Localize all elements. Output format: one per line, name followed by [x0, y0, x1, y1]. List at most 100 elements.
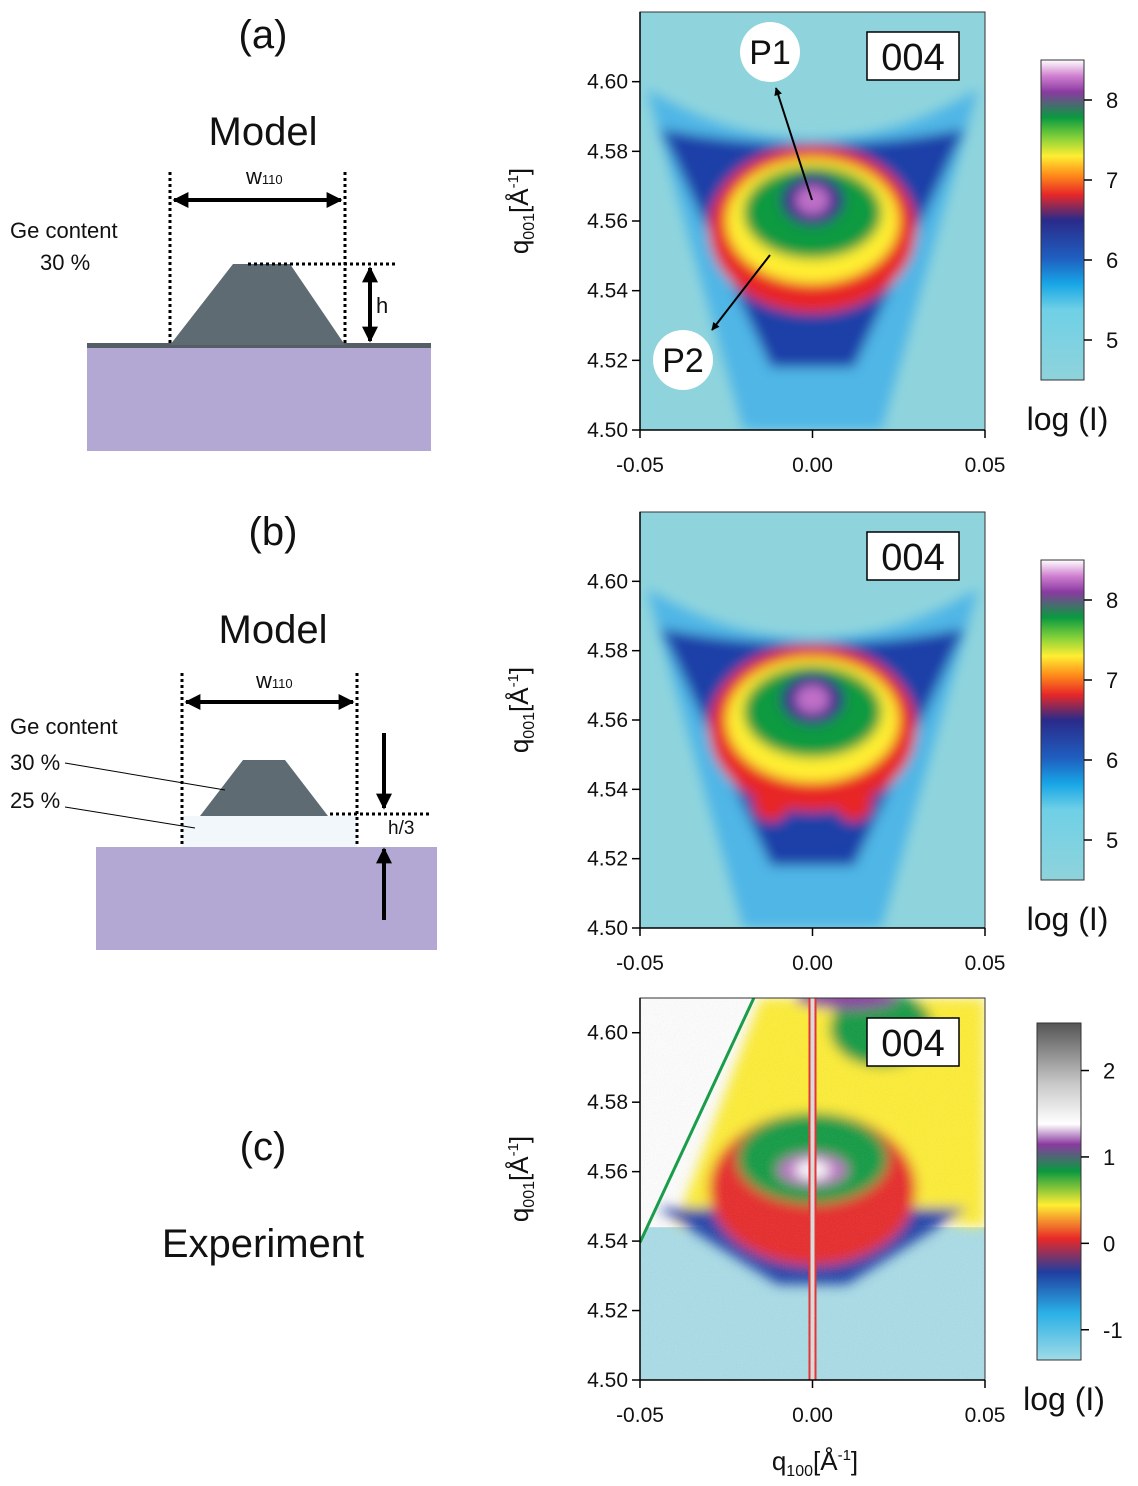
axis-label-part: -1 [838, 1447, 851, 1464]
ge-label: Ge content [10, 714, 118, 739]
tag: 004 [881, 37, 944, 79]
tag: 004 [881, 1023, 944, 1065]
y-axis-label: q001[Å-1] [504, 667, 538, 753]
axis-label-part: -1 [505, 175, 522, 188]
height-label: h [376, 293, 388, 318]
axis-label-part: 001 [521, 1181, 538, 1208]
annotation: P2 [662, 342, 704, 380]
axis-label-part: [Å [813, 1446, 838, 1476]
y-tick-label: 4.52 [587, 1300, 628, 1323]
diagram-title: Model [209, 110, 318, 154]
width-sub: 110 [272, 676, 293, 691]
blob [795, 185, 830, 214]
axis-label-part: ] [504, 1136, 534, 1143]
axis-label-part: ] [851, 1446, 858, 1476]
y-tick-label: 4.60 [587, 71, 628, 94]
x-tick-label: 0.00 [792, 952, 833, 975]
width-base: w [255, 668, 272, 693]
y-tick-label: 4.52 [587, 349, 628, 372]
leader [65, 763, 225, 790]
width-label: w110 [255, 668, 293, 693]
diagram-a: (a) Model w110 Ge content 30 % h [10, 13, 431, 451]
colorbar [1041, 560, 1084, 880]
layer-25 [182, 816, 357, 847]
panel-label: (a) [239, 13, 288, 57]
annotation: P1 [749, 34, 791, 72]
x-tick-label: 0.05 [965, 952, 1006, 975]
x-tick-label: 0.05 [965, 454, 1006, 477]
axis-label-part: [Å [504, 1156, 534, 1181]
diagram-title: Model [219, 608, 328, 652]
colorbar-tick-label: 2 [1103, 1059, 1115, 1084]
colorbar-tick-label: 7 [1106, 168, 1118, 193]
colorbar-label: log (I) [1027, 401, 1109, 437]
axis-label-part: [Å [504, 188, 534, 213]
colorbar-tick-label: 1 [1103, 1145, 1115, 1170]
axis-label-part: q [504, 739, 534, 753]
island [200, 760, 328, 816]
colorbar [1041, 60, 1084, 380]
axis-label-part: -1 [505, 674, 522, 687]
axis-label-part: 100 [786, 1463, 813, 1480]
colorbar-tick-label: 0 [1103, 1231, 1115, 1256]
y-tick-label: 4.54 [587, 1230, 628, 1253]
y-tick-label: 4.56 [587, 210, 628, 233]
diagram-title: Experiment [162, 1222, 364, 1266]
ge-label: Ge content [10, 218, 118, 243]
axis-label-part: q [504, 1208, 534, 1222]
panel-label: (c) [240, 1125, 287, 1169]
colorbar-tick-label: 8 [1106, 588, 1118, 613]
blob [795, 685, 830, 714]
y-tick-label: 4.50 [587, 917, 628, 940]
y-tick-label: 4.56 [587, 1161, 628, 1184]
y-axis-label: q001[Å-1] [504, 168, 538, 254]
y-tick-label: 4.58 [587, 640, 628, 663]
colorbar-tick-label: -1 [1103, 1318, 1123, 1343]
axis-label-part: [Å [504, 687, 534, 712]
width-label: w110 [245, 164, 283, 189]
colorbar-tick-label: 6 [1106, 748, 1118, 773]
x-tick-label: -0.05 [616, 952, 664, 975]
x-tick-label: -0.05 [616, 1404, 664, 1427]
axis-label-part: 001 [521, 213, 538, 240]
colorbar-tick-label: 5 [1106, 328, 1118, 353]
y-tick-label: 4.60 [587, 1022, 628, 1045]
axis-label-part: q [504, 240, 534, 254]
y-axis-label: q001[Å-1] [504, 1136, 538, 1222]
y-tick-label: 4.54 [587, 280, 628, 303]
content-label: 30 % [10, 750, 60, 775]
x-tick-label: 0.00 [792, 1404, 833, 1427]
y-tick-label: 4.56 [587, 709, 628, 732]
colorbar-label: log (I) [1023, 1381, 1105, 1417]
axis-label-part: q [772, 1446, 786, 1476]
content-label: 30 % [40, 250, 90, 275]
panel-label: (b) [249, 510, 298, 554]
y-tick-label: 4.58 [587, 1091, 628, 1114]
width-base: w [245, 164, 262, 189]
colorbar-tick-label: 7 [1106, 668, 1118, 693]
colorbar [1037, 1023, 1081, 1360]
substrate [87, 345, 431, 451]
y-tick-label: 4.52 [587, 848, 628, 871]
y-tick-label: 4.54 [587, 778, 628, 801]
x-tick-label: -0.05 [616, 454, 664, 477]
diagram-c: (c) Experiment [162, 1125, 364, 1266]
blob [836, 785, 872, 821]
axis-label-part: ] [504, 168, 534, 175]
y-tick-label: 4.58 [587, 140, 628, 163]
plot: 4.504.524.544.564.584.60-0.050.000.05q00… [504, 12, 1118, 477]
content-label: 25 % [10, 788, 60, 813]
y-tick-label: 4.60 [587, 570, 628, 593]
tag: 004 [881, 537, 944, 579]
leader [65, 807, 195, 828]
width-sub: 110 [262, 172, 283, 187]
island [170, 264, 345, 345]
axis-label-part: ] [504, 667, 534, 674]
axis-label-part: 001 [521, 712, 538, 739]
height-label: h/3 [388, 818, 414, 839]
y-tick-label: 4.50 [587, 1369, 628, 1392]
blob [753, 785, 789, 821]
colorbar-tick-label: 6 [1106, 248, 1118, 273]
page: (a) Model w110 Ge content 30 % h (b) Mod… [0, 0, 1138, 1486]
